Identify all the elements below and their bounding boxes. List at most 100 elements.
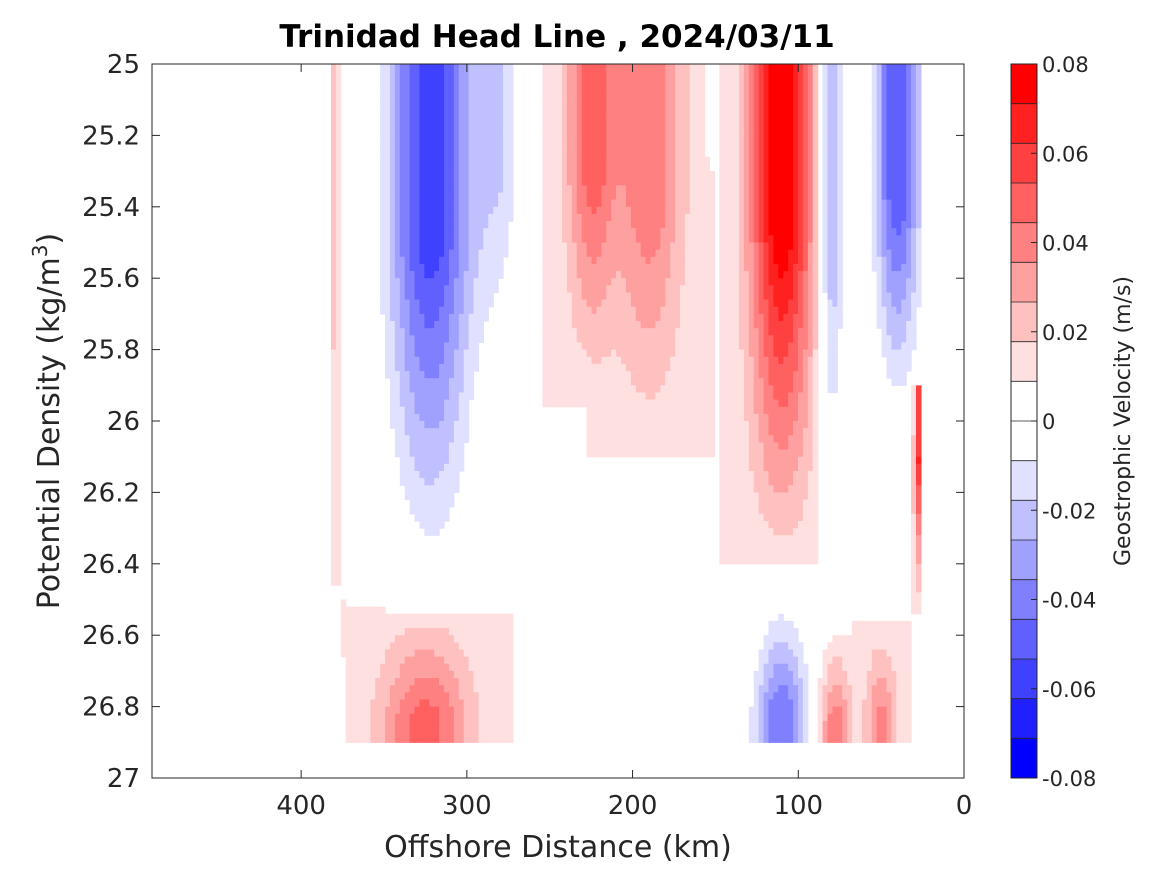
contour-cell xyxy=(660,306,666,315)
contour-cell xyxy=(399,306,406,315)
contour-cell xyxy=(453,363,460,372)
contour-cell xyxy=(576,335,583,344)
contour-cell xyxy=(616,299,622,308)
contour-cell xyxy=(778,349,784,358)
contour-cell xyxy=(778,128,784,136)
contour-cell xyxy=(507,156,514,165)
contour-cell xyxy=(739,371,745,379)
contour-cell xyxy=(645,392,652,401)
contour-cell xyxy=(734,163,740,172)
contour-cell xyxy=(444,249,450,258)
contour-cell xyxy=(635,163,642,172)
contour-cell xyxy=(439,271,445,279)
contour-cell xyxy=(606,392,612,401)
contour-cell xyxy=(330,335,337,344)
contour-cell xyxy=(724,385,730,394)
contour-cell xyxy=(448,428,455,436)
contour-cell xyxy=(473,349,480,358)
contour-cell xyxy=(694,149,701,158)
contour-cell xyxy=(566,163,573,172)
contour-cell xyxy=(724,463,730,472)
contour-cell xyxy=(621,199,627,208)
contour-cell xyxy=(409,249,416,258)
contour-cell xyxy=(463,413,470,422)
contour-cell xyxy=(753,549,760,558)
contour-cell xyxy=(734,271,740,279)
contour-cell xyxy=(665,199,671,208)
contour-cell xyxy=(439,206,445,215)
contour-cell xyxy=(330,470,337,479)
contour-cell xyxy=(630,385,637,394)
contour-cell xyxy=(429,406,435,415)
contour-cell xyxy=(748,306,755,315)
contour-cell xyxy=(694,135,701,144)
contour-cell xyxy=(591,385,598,394)
contour-cell xyxy=(625,378,632,386)
contour-cell xyxy=(483,135,489,144)
contour-cell xyxy=(566,356,573,365)
contour-cell xyxy=(409,378,416,386)
contour-cell xyxy=(552,106,558,115)
contour-cell xyxy=(601,228,607,236)
contour-cell xyxy=(473,106,480,115)
contour-cell xyxy=(601,135,607,144)
contour-cell xyxy=(689,335,696,344)
contour-cell xyxy=(424,113,430,122)
contour-cell xyxy=(763,635,770,643)
contour-cell xyxy=(394,306,401,315)
contour-cell xyxy=(621,449,627,458)
contour-cell xyxy=(552,328,558,336)
contour-cell xyxy=(473,192,480,201)
contour-cell xyxy=(542,321,548,329)
contour-cell xyxy=(370,692,376,701)
contour-cell xyxy=(665,121,671,129)
contour-cell xyxy=(773,285,779,294)
contour-cell xyxy=(330,278,337,286)
contour-cell xyxy=(493,249,499,258)
contour-cell xyxy=(429,271,435,279)
contour-cell xyxy=(694,349,701,358)
contour-cell xyxy=(350,728,357,736)
contour-cell xyxy=(493,628,499,636)
contour-cell xyxy=(719,542,725,551)
contour-cell xyxy=(571,299,578,308)
contour-cell xyxy=(650,271,657,279)
contour-cell xyxy=(650,78,657,87)
contour-cell xyxy=(414,385,421,394)
contour-cell xyxy=(689,235,696,244)
contour-cell xyxy=(434,406,440,415)
contour-cell xyxy=(694,328,701,336)
contour-cell xyxy=(493,128,499,136)
contour-cell xyxy=(743,413,750,422)
contour-cell xyxy=(463,328,470,336)
contour-cell xyxy=(330,113,337,122)
contour-cell xyxy=(439,163,445,172)
contour-cell xyxy=(596,442,602,451)
contour-cell xyxy=(380,735,386,743)
contour-cell xyxy=(719,156,725,165)
contour-cell xyxy=(616,313,622,322)
contour-cell xyxy=(394,435,401,444)
contour-cell xyxy=(503,678,509,686)
contour-cell xyxy=(547,292,553,301)
contour-cell xyxy=(758,171,765,179)
contour-cell xyxy=(699,149,706,158)
contour-cell xyxy=(330,85,337,94)
contour-cell xyxy=(414,85,421,94)
contour-cell xyxy=(606,185,612,194)
contour-cell xyxy=(478,199,484,208)
contour-cell xyxy=(394,171,401,179)
contour-cell xyxy=(394,163,401,172)
contour-cell xyxy=(684,192,691,201)
contour-cell xyxy=(645,442,652,451)
contour-cell xyxy=(645,163,652,172)
contour-cell xyxy=(689,292,696,301)
contour-cell xyxy=(625,335,632,344)
contour-cell xyxy=(753,99,760,108)
contour-cell xyxy=(699,421,706,429)
contour-cell xyxy=(330,263,337,272)
contour-cell xyxy=(675,321,681,329)
contour-cell xyxy=(399,271,406,279)
contour-cell xyxy=(694,271,701,279)
contour-cell xyxy=(773,328,779,336)
